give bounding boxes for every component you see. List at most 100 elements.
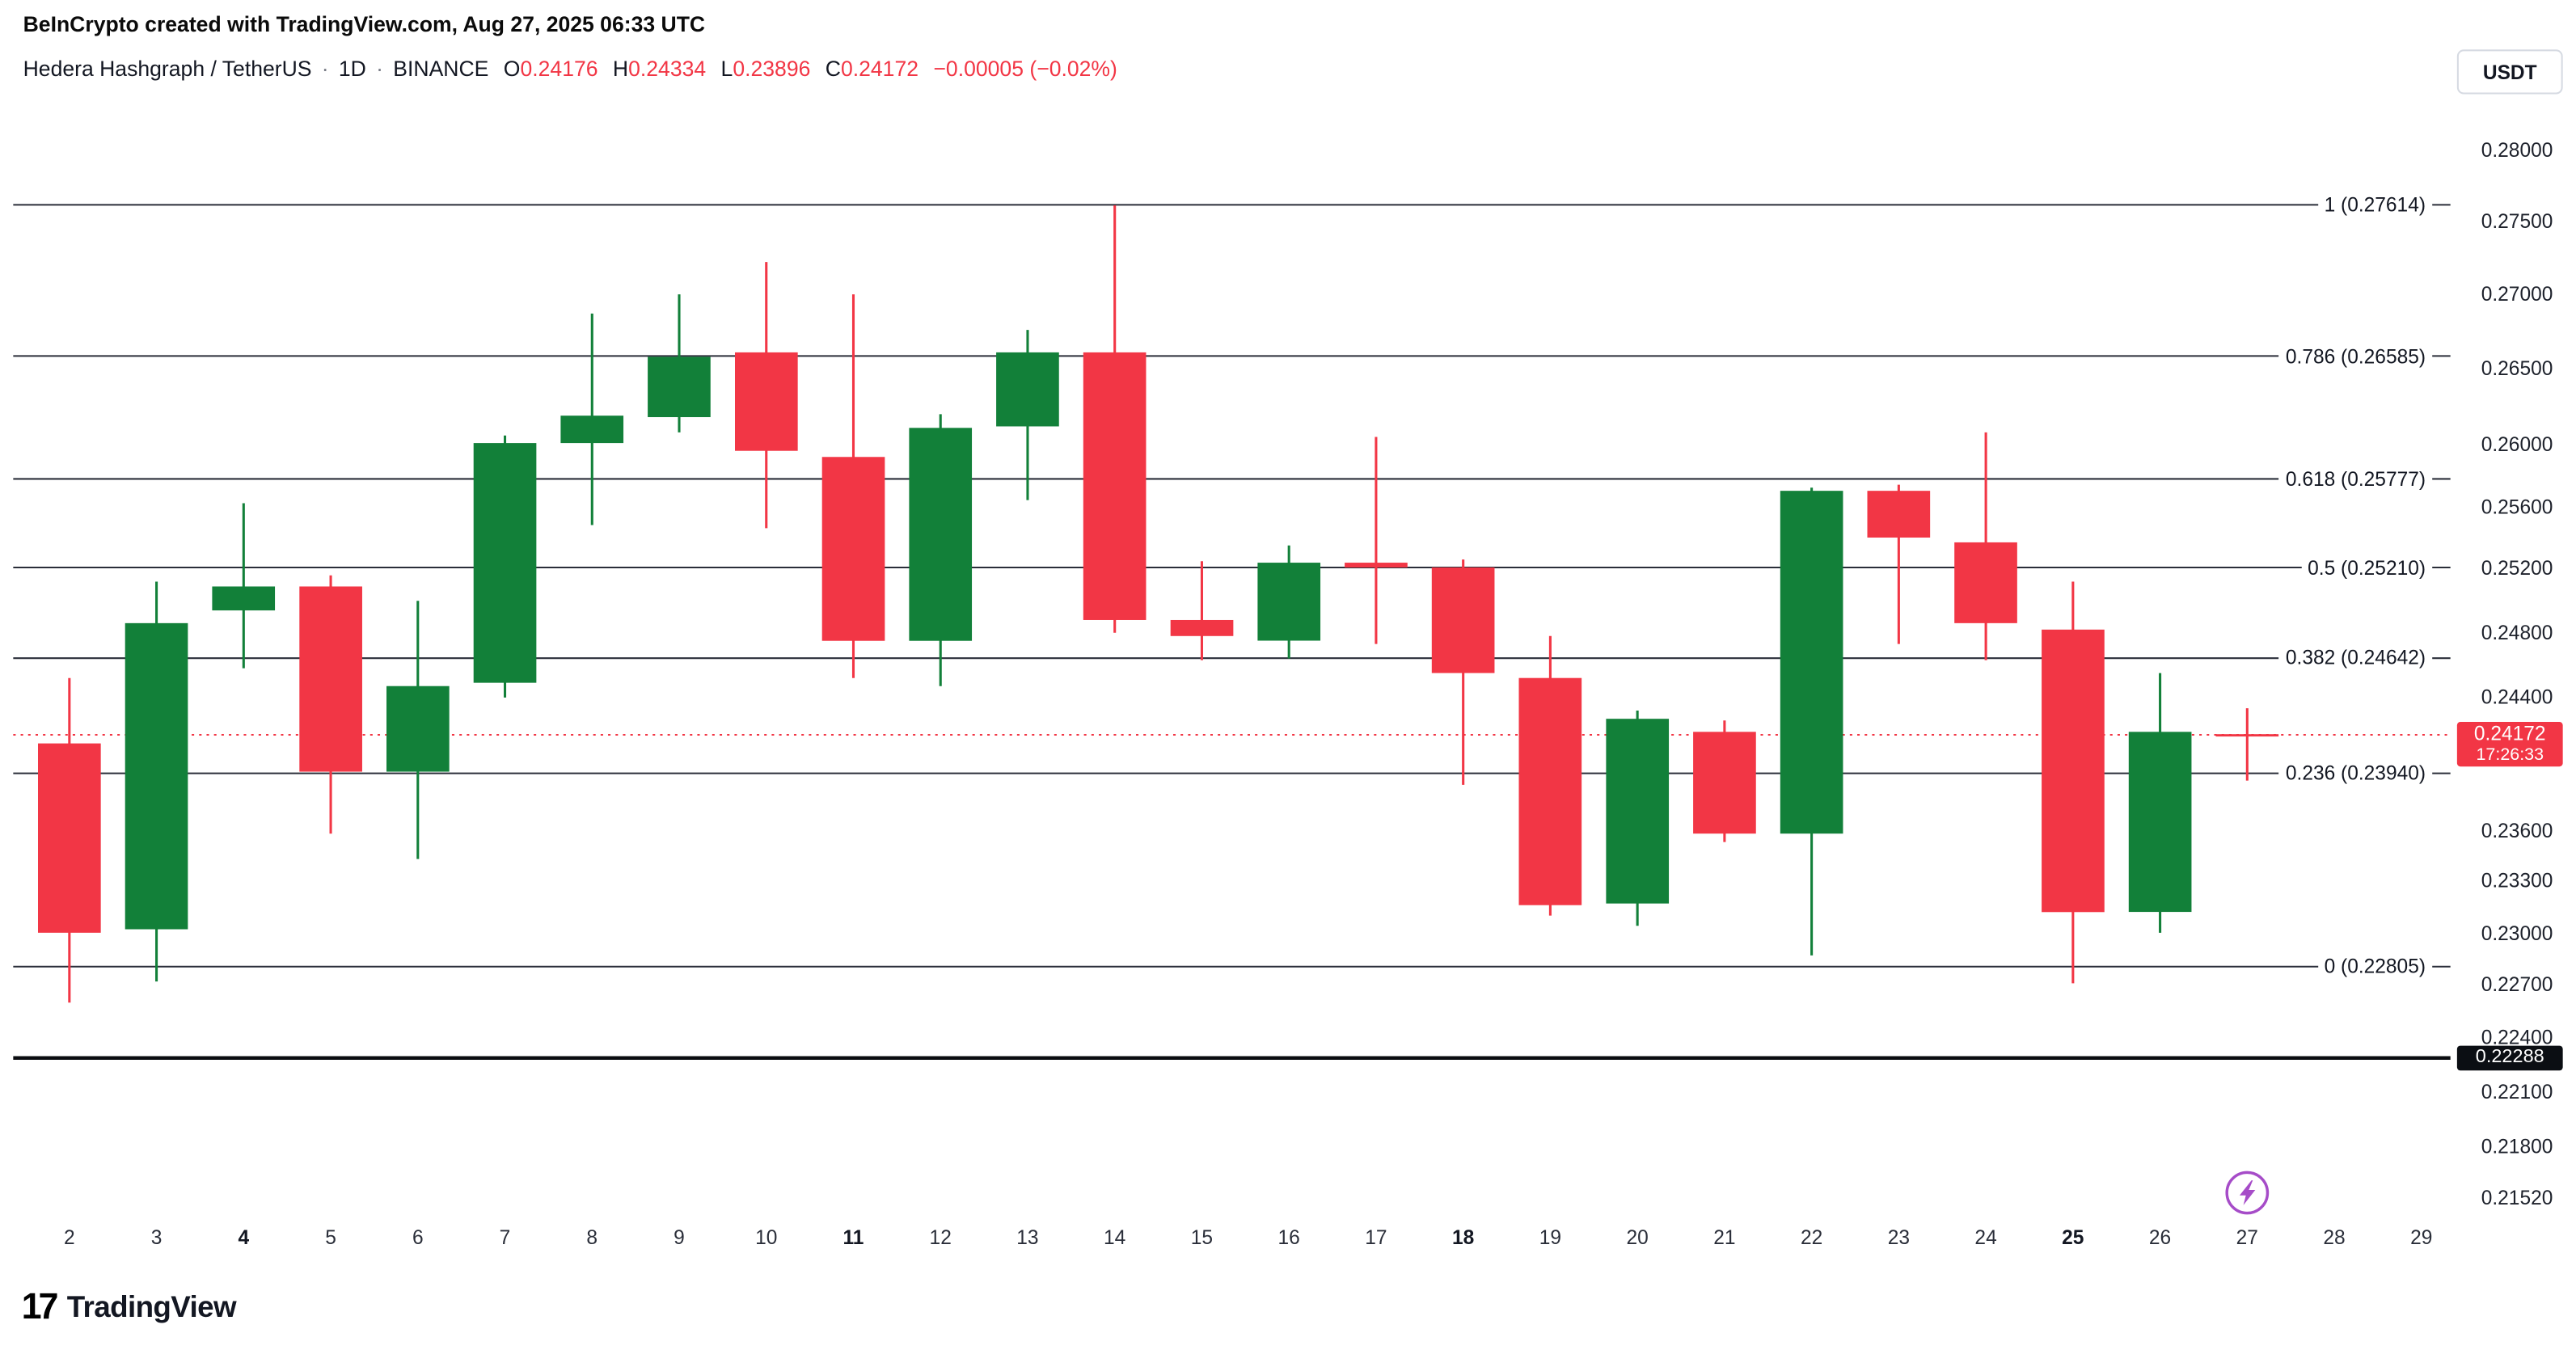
candle-aug-3 [125, 581, 188, 982]
exchange-label[interactable]: BINANCE [393, 56, 489, 82]
tradingview-logo-text: TradingView [66, 1289, 237, 1323]
candle-aug-15 [1170, 561, 1234, 660]
time-axis-label: 17 [1365, 1226, 1387, 1249]
time-axis-label: 26 [2148, 1226, 2172, 1249]
price-axis-label: 0.22700 [2481, 973, 2553, 997]
current-price-badge: 0.24172 17:26:33 [2456, 722, 2563, 767]
candle-aug-8 [560, 313, 624, 525]
candle-aug-27 [2215, 708, 2279, 781]
price-axis-label: 0.25600 [2481, 495, 2553, 518]
price-axis-label: 0.24800 [2481, 621, 2553, 645]
ohlc-close-value: 0.24172 [840, 56, 919, 82]
fib-level-label: 0.618 (0.25777) [2278, 467, 2433, 491]
candle-aug-13 [996, 330, 1059, 500]
separator-dot: · [321, 56, 329, 82]
candle-countdown: 17:26:33 [2476, 745, 2544, 766]
interval-label[interactable]: 1D [338, 56, 366, 82]
time-axis-label: 22 [1800, 1226, 1823, 1249]
price-axis-label: 0.26500 [2481, 356, 2553, 381]
time-axis-label: 8 [586, 1226, 598, 1249]
attribution-text: BeInCrypto created with TradingView.com,… [23, 11, 706, 36]
ohlc-high: H0.24334 [613, 56, 706, 81]
candle-aug-10 [735, 262, 798, 529]
price-axis-label: 0.23300 [2481, 869, 2553, 893]
fib-level-label: 0.382 (0.24642) [2278, 646, 2433, 670]
candle-aug-2 [38, 677, 101, 1003]
candle-aug-26 [2128, 673, 2192, 933]
price-axis-label: 0.24400 [2481, 686, 2553, 710]
time-axis-label: 13 [1016, 1226, 1039, 1249]
price-axis-label: 0.23600 [2481, 818, 2553, 842]
ohlc-close-label: C [825, 56, 841, 82]
time-axis-label: 28 [2323, 1226, 2346, 1249]
price-axis[interactable]: 0.28000 0.27500 0.27000 0.26500 0.26000 0.256… [2444, 0, 2576, 1272]
level-price-badge: 0.22288 [2456, 1045, 2563, 1071]
time-axis-label: 15 [1190, 1226, 1214, 1249]
ohlc-low: L0.23896 [721, 56, 811, 81]
time-axis-label: 19 [1539, 1226, 1562, 1249]
price-axis-label: 0.27500 [2481, 209, 2553, 234]
candle-aug-9 [648, 294, 711, 432]
price-axis-label: 0.22100 [2481, 1080, 2553, 1103]
tradingview-logo-mark: 17 [21, 1285, 59, 1327]
time-axis-label: 16 [1277, 1226, 1300, 1249]
candle-aug-17 [1345, 437, 1408, 644]
ohlc-open-value: 0.24176 [520, 56, 598, 82]
time-axis-label: 21 [1713, 1226, 1736, 1249]
candle-aug-24 [1954, 432, 2017, 660]
price-change: −0.00005 (−0.02%) [933, 56, 1117, 82]
time-axis-label: 7 [499, 1226, 511, 1249]
time-axis-label: 6 [412, 1226, 424, 1249]
time-axis-label: 4 [238, 1226, 250, 1249]
price-axis-label: 0.23000 [2481, 921, 2553, 945]
time-axis-label: 10 [755, 1226, 778, 1249]
lightning-event-icon[interactable] [2224, 1170, 2270, 1216]
time-axis-label: 18 [1452, 1226, 1475, 1249]
fib-level-label: 1 (0.27614) [2317, 193, 2433, 217]
time-axis-label: 11 [842, 1226, 864, 1249]
time-axis-label: 5 [325, 1226, 336, 1249]
symbol-title[interactable]: Hedera Hashgraph / TetherUS [23, 56, 312, 82]
candle-aug-21 [1693, 720, 1756, 842]
fib-level-label: 0.5 (0.25210) [2300, 555, 2433, 580]
current-price-value: 0.24172 [2473, 722, 2546, 746]
candle-aug-20 [1606, 710, 1670, 926]
candle-aug-5 [299, 575, 362, 834]
tradingview-logo[interactable]: 17 TradingView [21, 1285, 237, 1327]
ohlc-low-value: 0.23896 [733, 56, 811, 82]
price-axis-label: 0.26000 [2481, 432, 2553, 457]
fib-level-label: 0.236 (0.23940) [2278, 761, 2433, 785]
fib-level-label: 0 (0.22805) [2317, 955, 2433, 979]
candle-aug-4 [212, 503, 276, 669]
time-axis-label: 24 [1974, 1226, 1997, 1249]
time-axis-label: 14 [1104, 1226, 1126, 1249]
candle-aug-25 [2042, 581, 2105, 984]
candle-aug-23 [1867, 484, 1931, 644]
candle-aug-11 [821, 294, 885, 678]
ohlc-low-label: L [720, 56, 733, 82]
candle-aug-7 [473, 435, 537, 698]
candle-aug-19 [1518, 635, 1582, 916]
ohlc-high-label: H [612, 56, 629, 82]
fib-level-label: 0.786 (0.26585) [2278, 344, 2433, 368]
price-axis-label: 0.21800 [2481, 1134, 2553, 1158]
candle-aug-18 [1431, 559, 1495, 785]
time-axis-label: 3 [150, 1226, 163, 1249]
time-axis[interactable]: 2 3 4 5 6 7 8 9 10 11 12 13 14 15 16 17 18 19 20 21 22 23 24 25… [0, 1226, 2576, 1259]
time-axis-label: 27 [2236, 1226, 2258, 1249]
price-axis-label: 0.27000 [2481, 282, 2553, 306]
time-axis-label: 25 [2062, 1226, 2084, 1249]
candle-aug-6 [386, 601, 450, 859]
time-axis-label: 23 [1887, 1226, 1910, 1249]
currency-button[interactable]: USDT [2456, 49, 2563, 95]
time-axis-label: 9 [674, 1226, 685, 1249]
time-axis-label: 20 [1626, 1226, 1649, 1249]
time-axis-label: 12 [929, 1226, 952, 1249]
ohlc-close: C0.24172 [826, 56, 918, 81]
price-axis-label: 0.28000 [2481, 137, 2553, 162]
candle-aug-16 [1257, 545, 1321, 659]
time-axis-label: 2 [63, 1226, 75, 1249]
ohlc-open: O0.24176 [504, 56, 598, 81]
candle-aug-22 [1780, 487, 1843, 956]
